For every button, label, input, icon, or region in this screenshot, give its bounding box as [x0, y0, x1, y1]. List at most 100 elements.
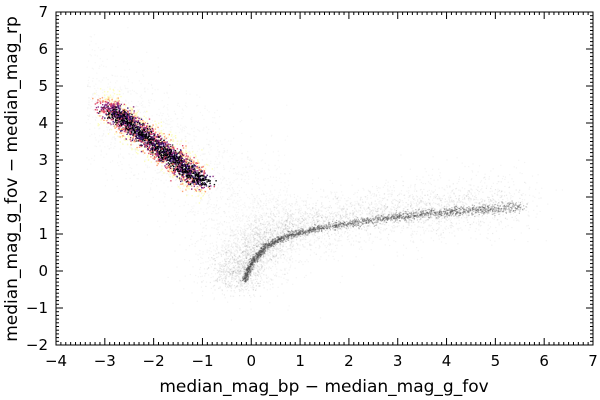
data-point-870 — [408, 203, 410, 205]
data-point-2777 — [128, 153, 130, 155]
data-point-1017 — [221, 247, 224, 249]
data-point-1314 — [307, 194, 309, 196]
data-point-795 — [292, 225, 294, 227]
data-point-2102 — [349, 213, 351, 215]
data-point-3973 — [258, 218, 260, 220]
data-point-2251 — [525, 182, 527, 184]
data-point-1667 — [376, 204, 378, 206]
data-point-910 — [358, 202, 360, 204]
data-point-2323 — [344, 221, 346, 223]
data-point-2804 — [143, 152, 145, 154]
data-point-4587 — [244, 228, 246, 230]
data-point-3237 — [255, 230, 257, 232]
data-point-3970 — [222, 179, 224, 181]
data-point-2091 — [235, 229, 237, 231]
data-point-871 — [347, 199, 349, 201]
data-point-2498 — [290, 234, 292, 236]
data-point-1414 — [167, 276, 169, 278]
data-point-534 — [307, 225, 310, 227]
data-point-3111 — [241, 152, 243, 154]
data-point-558 — [280, 223, 282, 225]
data-point-3959 — [288, 184, 290, 186]
data-point-1576 — [334, 191, 336, 193]
data-point-2482 — [232, 265, 234, 267]
data-point-44 — [393, 212, 395, 214]
data-point-4380 — [274, 275, 276, 277]
data-point-4593 — [258, 256, 260, 258]
data-point-495 — [418, 216, 420, 218]
data-point-3650 — [270, 214, 273, 216]
data-point-2162 — [278, 234, 280, 236]
data-point-670 — [422, 183, 424, 185]
data-point-891 — [291, 213, 293, 215]
data-point-2403 — [421, 216, 423, 218]
data-point-4851 — [223, 294, 225, 296]
data-point-4738 — [225, 277, 227, 279]
data-point-4874 — [234, 270, 236, 272]
data-point-3280 — [275, 203, 278, 205]
data-point-4008 — [222, 175, 224, 178]
data-point-2439 — [265, 237, 267, 239]
data-point-3115 — [95, 101, 97, 103]
data-point-4257 — [294, 230, 296, 232]
data-point-3065 — [258, 233, 260, 236]
data-point-3139 — [160, 152, 162, 155]
data-point-2682 — [211, 192, 213, 194]
data-point-3394 — [223, 169, 225, 171]
data-point-1420 — [423, 202, 425, 204]
data-point-3250 — [235, 214, 237, 216]
data-point-4830 — [239, 267, 241, 269]
data-point-2972 — [268, 169, 270, 171]
data-point-1151 — [226, 233, 228, 235]
data-point-1114 — [314, 214, 316, 216]
data-point-4987 — [253, 268, 255, 270]
data-point-3027 — [213, 204, 215, 206]
data-point-4870 — [374, 221, 376, 223]
data-point-1747 — [239, 217, 241, 219]
data-point-2114 — [189, 273, 191, 276]
data-point-971 — [222, 278, 224, 280]
data-point-4342 — [360, 217, 362, 219]
data-point-4019 — [220, 198, 222, 200]
data-point-4636 — [263, 244, 266, 246]
data-point-2089 — [428, 224, 430, 226]
data-point-2596 — [465, 194, 467, 197]
data-point-3407 — [224, 168, 226, 170]
data-point-4688 — [229, 273, 231, 275]
data-point-2310 — [375, 227, 377, 229]
data-point-863 — [266, 241, 268, 243]
data-point-4058 — [206, 132, 208, 134]
data-point-1359 — [431, 190, 433, 192]
data-point-416 — [274, 230, 276, 232]
data-point-3646 — [156, 125, 158, 127]
data-point-3455 — [94, 96, 96, 98]
data-point-2976 — [171, 210, 173, 212]
data-point-3059 — [193, 214, 195, 216]
data-point-3503 — [242, 212, 244, 214]
data-point-828 — [329, 225, 331, 227]
data-point-1459 — [397, 217, 399, 219]
data-point-4273 — [274, 230, 276, 232]
data-point-4416 — [248, 254, 250, 256]
data-point-1389 — [365, 241, 367, 243]
data-point-4147 — [281, 217, 283, 219]
data-point-783 — [380, 208, 382, 210]
data-point-2778 — [262, 229, 264, 231]
data-point-1589 — [285, 240, 287, 242]
data-point-2733 — [89, 35, 91, 38]
data-point-2644 — [208, 218, 210, 220]
data-point-520 — [387, 185, 389, 187]
data-point-2689 — [284, 154, 286, 156]
data-point-1156 — [370, 222, 372, 224]
data-point-2868 — [233, 193, 235, 195]
data-point-2301 — [317, 212, 319, 214]
data-point-3303 — [206, 220, 208, 222]
data-point-363 — [337, 214, 339, 216]
data-point-4312 — [259, 260, 261, 262]
data-point-823 — [414, 183, 416, 186]
data-point-1967 — [275, 234, 277, 236]
data-point-811 — [251, 282, 253, 284]
data-point-3944 — [275, 273, 277, 275]
data-point-4822 — [274, 242, 276, 244]
data-point-1615 — [378, 227, 380, 229]
